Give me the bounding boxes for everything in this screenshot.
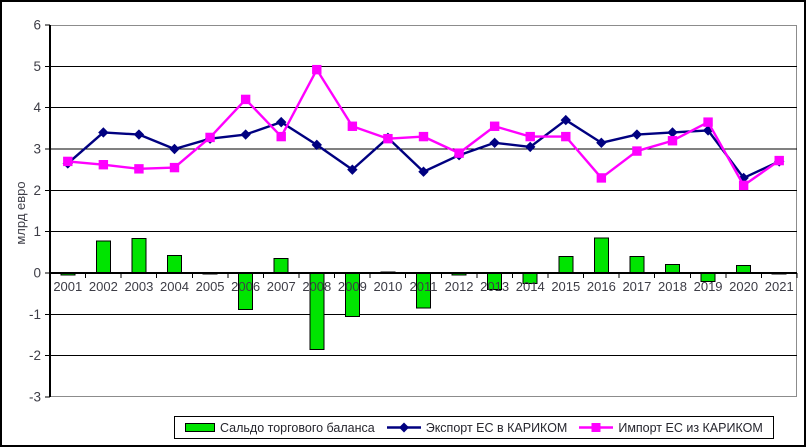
x-tick-label: 2015 [551,279,580,294]
export-point[interactable] [738,172,749,184]
import-point[interactable] [489,121,500,131]
bar-swatch-icon [185,423,215,432]
y-tick-label: 5 [33,59,41,74]
import-point[interactable] [667,136,678,146]
y-tick-label: 1 [33,224,41,239]
bar-2018[interactable] [665,264,680,274]
import-point[interactable] [240,94,251,105]
export-point[interactable] [667,127,678,138]
x-tick-label: 2004 [160,279,189,294]
x-tick-label: 2008 [302,279,331,294]
axes [45,24,798,398]
import-point[interactable] [738,180,749,191]
export-point[interactable] [240,129,251,140]
x-tick-label: 2005 [196,279,225,294]
bar-series [60,237,787,350]
line-series [62,64,785,191]
y-tick-label: 6 [33,18,41,33]
import-point[interactable] [63,156,73,167]
x-tick-label: 2014 [516,279,545,294]
x-tick-label: 2013 [480,279,509,294]
export-point[interactable] [276,116,287,128]
bar-2002[interactable] [95,240,111,274]
legend-label-export: Экспорт ЕС в КАРИКОМ [425,420,568,435]
bar-2004[interactable] [167,255,182,274]
x-tick-label: 2021 [765,279,794,294]
x-tick-label: 2007 [267,279,296,294]
import-point[interactable] [276,131,286,142]
legend-item-export[interactable]: Экспорт ЕС в КАРИКОМ [386,420,568,435]
import-point[interactable] [169,162,180,173]
import-point[interactable] [98,160,109,170]
x-tick-label: 2002 [89,279,118,294]
import-point[interactable] [703,117,713,127]
bar-2003[interactable] [131,238,147,274]
import-point[interactable] [205,132,215,143]
bar-2015[interactable] [558,255,574,274]
import-point[interactable] [561,131,571,142]
export-point[interactable] [631,129,643,140]
import-point[interactable] [596,173,607,183]
legend-item-balance[interactable]: Сальдо торгового баланса [185,421,375,435]
export-point[interactable] [489,137,500,148]
export-point[interactable] [596,137,607,148]
x-tick-label: 2019 [694,279,723,294]
y-tick-label: 0 [33,266,41,281]
import-point[interactable] [632,146,642,156]
export-point[interactable] [133,129,145,140]
export-point[interactable] [169,143,180,155]
x-tick-label: 2001 [53,279,82,294]
x-tick-label: 2010 [373,279,402,294]
x-tick-label: 2006 [231,279,260,294]
x-tick-label: 2020 [729,279,758,294]
y-tick-label: 4 [33,100,41,115]
export-point[interactable] [560,114,571,126]
y-tick-label: -3 [29,390,41,405]
legend-label-import: Импорт ЕС из КАРИКОМ [618,420,763,435]
plot-border [49,24,798,398]
y-tick-label: 3 [33,142,41,157]
axis-labels: 6 5 4 3 2 1 0 -1 -2 -3 2001 2002 2003 2004 2005 2006 200… [29,18,794,405]
import-point[interactable] [134,164,144,174]
line-diamond-swatch-icon [386,422,421,433]
import-point[interactable] [525,131,535,142]
legend-label-balance: Сальдо торгового баланса [220,420,375,435]
export-point[interactable] [311,139,322,151]
x-tick-label: 2009 [338,279,367,294]
x-tick-label: 2012 [445,279,474,294]
legend: Сальдо торгового баланса Экспорт ЕС в КА… [174,416,774,439]
import-point[interactable] [312,64,322,75]
x-tick-label: 2017 [622,279,651,294]
import-point[interactable] [774,155,784,166]
y-tick-label: -2 [29,348,41,363]
y-tick-label: 2 [33,183,41,198]
bar-2020[interactable] [736,265,752,274]
export-point[interactable] [418,166,429,177]
bar-2007[interactable] [273,258,289,274]
x-tick-label: 2018 [658,279,687,294]
export-point[interactable] [98,127,109,138]
bar-2017[interactable] [629,255,645,274]
y-axis-title: млрд евро [13,181,28,245]
import-point[interactable] [418,131,429,142]
x-tick-label: 2003 [124,279,153,294]
import-point[interactable] [454,148,464,158]
x-tick-label: 2011 [410,279,438,294]
import-point[interactable] [347,121,358,131]
y-tick-label: -1 [29,307,41,322]
line-square-swatch-icon [579,423,614,432]
gridlines [49,24,798,398]
bar-2016[interactable] [593,237,609,274]
legend-item-import[interactable]: Импорт ЕС из КАРИКОМ [579,420,763,435]
x-tick-label: 2016 [587,279,616,294]
import-point[interactable] [383,133,393,144]
export-point[interactable] [347,164,358,175]
export-point[interactable] [525,141,536,153]
